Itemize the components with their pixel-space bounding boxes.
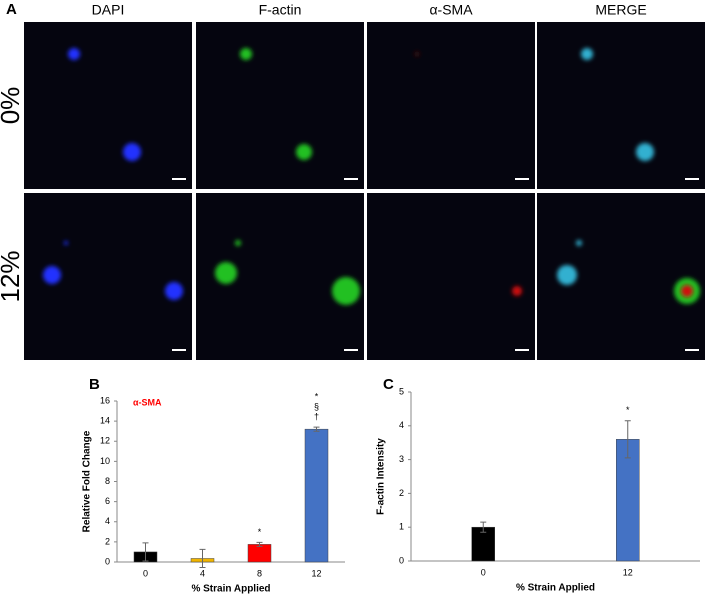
significance-mark: † bbox=[314, 412, 319, 422]
panel-label: C bbox=[383, 376, 394, 393]
cell bbox=[165, 282, 183, 300]
cell bbox=[296, 144, 312, 160]
x-axis-label: % Strain Applied bbox=[191, 584, 270, 595]
x-tick-label: 0 bbox=[481, 567, 486, 577]
y-tick-label: 6 bbox=[105, 496, 110, 506]
y-tick-label: 16 bbox=[100, 395, 110, 405]
micrograph bbox=[367, 22, 535, 189]
cell bbox=[123, 143, 141, 161]
significance-mark: § bbox=[314, 402, 319, 412]
y-tick-label: 8 bbox=[105, 476, 110, 486]
column-header: DAPI bbox=[92, 2, 125, 18]
y-tick-label: 0 bbox=[399, 555, 404, 565]
cell bbox=[332, 277, 360, 305]
bar bbox=[247, 544, 272, 563]
column-header: F-actin bbox=[259, 2, 302, 18]
cell bbox=[581, 48, 593, 60]
micrograph bbox=[196, 22, 364, 189]
annotation: α-SMA bbox=[133, 397, 162, 407]
panel-label: A bbox=[6, 1, 17, 18]
error-bar bbox=[142, 542, 149, 562]
error-bar bbox=[313, 426, 320, 432]
y-tick-label: 10 bbox=[100, 456, 110, 466]
cell bbox=[235, 240, 241, 246]
significance-mark: * bbox=[315, 392, 319, 402]
cell bbox=[215, 262, 237, 284]
row-label: 0% bbox=[0, 87, 25, 125]
row-label: 12% bbox=[0, 250, 25, 302]
error-bar bbox=[256, 541, 263, 547]
cell bbox=[68, 48, 80, 60]
cell bbox=[512, 286, 522, 296]
cell bbox=[681, 285, 693, 297]
panel-label: B bbox=[89, 376, 100, 393]
y-tick-label: 14 bbox=[100, 416, 110, 426]
micrograph bbox=[367, 193, 535, 360]
cell bbox=[240, 48, 252, 60]
y-tick-label: 4 bbox=[399, 420, 404, 430]
y-axis-label: Relative Fold Change bbox=[82, 430, 93, 532]
error-bar bbox=[624, 420, 631, 459]
y-axis-label: F-actin Intensity bbox=[376, 438, 387, 515]
cell bbox=[414, 51, 420, 57]
micrograph bbox=[24, 22, 192, 189]
x-tick-label: 12 bbox=[311, 568, 321, 578]
significance-mark: * bbox=[626, 405, 630, 415]
x-tick-label: 4 bbox=[200, 568, 205, 578]
y-tick-label: 3 bbox=[399, 454, 404, 464]
y-tick-label: 5 bbox=[399, 386, 404, 396]
cell bbox=[557, 265, 577, 285]
y-tick-label: 0 bbox=[105, 556, 110, 566]
error-bar bbox=[480, 521, 487, 533]
micrograph bbox=[537, 22, 705, 189]
column-header: α-SMA bbox=[429, 2, 473, 18]
error-bar bbox=[199, 548, 206, 569]
x-tick-label: 12 bbox=[623, 567, 633, 577]
cell bbox=[64, 241, 68, 245]
y-tick-label: 4 bbox=[105, 516, 110, 526]
significance-mark: * bbox=[258, 527, 262, 537]
y-tick-label: 1 bbox=[399, 522, 404, 532]
x-tick-label: 0 bbox=[143, 568, 148, 578]
x-tick-label: 8 bbox=[257, 568, 262, 578]
x-axis-label: % Strain Applied bbox=[516, 583, 595, 594]
y-tick-label: 2 bbox=[399, 488, 404, 498]
cell bbox=[636, 143, 654, 161]
bar bbox=[304, 428, 329, 563]
cell bbox=[576, 240, 582, 246]
y-tick-label: 12 bbox=[100, 436, 110, 446]
y-tick-label: 2 bbox=[105, 536, 110, 546]
cell bbox=[43, 266, 61, 284]
column-header: MERGE bbox=[595, 2, 646, 18]
